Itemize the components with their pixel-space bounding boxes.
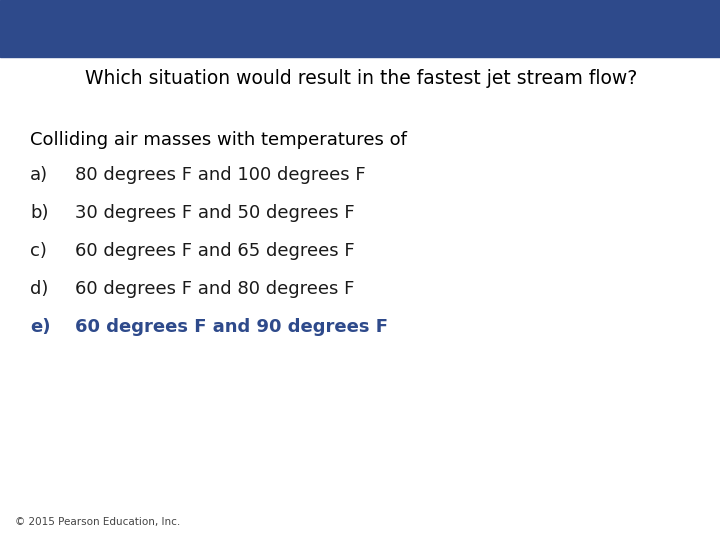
Text: Which situation would result in the fastest jet stream flow?: Which situation would result in the fast… xyxy=(85,69,637,87)
Text: d): d) xyxy=(30,280,48,298)
Text: 80 degrees F and 100 degrees F: 80 degrees F and 100 degrees F xyxy=(75,166,366,184)
Text: 60 degrees F and 90 degrees F: 60 degrees F and 90 degrees F xyxy=(75,318,388,336)
Bar xyxy=(0,0,720,57)
Text: © 2015 Pearson Education, Inc.: © 2015 Pearson Education, Inc. xyxy=(15,517,180,527)
Text: c): c) xyxy=(30,242,47,260)
Text: 30 degrees F and 50 degrees F: 30 degrees F and 50 degrees F xyxy=(75,204,355,222)
Text: b): b) xyxy=(30,204,48,222)
Text: e): e) xyxy=(30,318,50,336)
Text: 60 degrees F and 80 degrees F: 60 degrees F and 80 degrees F xyxy=(75,280,354,298)
Text: 60 degrees F and 65 degrees F: 60 degrees F and 65 degrees F xyxy=(75,242,355,260)
Text: a): a) xyxy=(30,166,48,184)
Text: Colliding air masses with temperatures of: Colliding air masses with temperatures o… xyxy=(30,131,407,149)
